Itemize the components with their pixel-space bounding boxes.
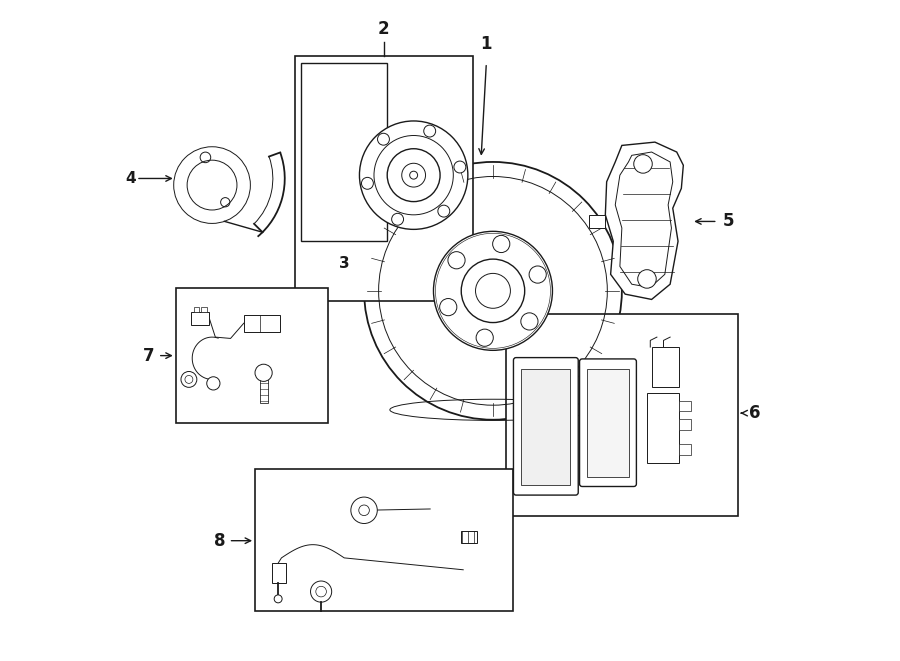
Circle shape bbox=[492, 235, 509, 253]
Circle shape bbox=[328, 205, 342, 219]
Circle shape bbox=[448, 252, 465, 269]
Circle shape bbox=[387, 149, 440, 202]
Text: 7: 7 bbox=[143, 346, 155, 365]
FancyBboxPatch shape bbox=[514, 358, 578, 495]
Circle shape bbox=[392, 214, 403, 225]
Bar bbox=[294, 56, 473, 301]
Bar bbox=[461, 531, 477, 543]
Circle shape bbox=[359, 121, 468, 229]
Bar bbox=[647, 393, 679, 463]
Circle shape bbox=[440, 299, 457, 316]
Bar bbox=[191, 312, 210, 325]
Text: 3: 3 bbox=[339, 256, 349, 271]
Bar bbox=[202, 307, 207, 312]
Bar bbox=[302, 63, 387, 241]
Bar bbox=[652, 347, 679, 387]
Circle shape bbox=[374, 136, 454, 215]
Bar bbox=[679, 419, 690, 430]
Circle shape bbox=[368, 146, 382, 161]
Circle shape bbox=[310, 581, 332, 602]
Circle shape bbox=[438, 205, 450, 217]
Circle shape bbox=[401, 163, 426, 187]
Text: 2: 2 bbox=[378, 20, 390, 38]
Circle shape bbox=[424, 125, 436, 137]
Circle shape bbox=[364, 162, 622, 420]
Circle shape bbox=[181, 371, 197, 387]
Polygon shape bbox=[589, 215, 606, 228]
Circle shape bbox=[328, 147, 342, 162]
Circle shape bbox=[529, 266, 546, 283]
Text: 4: 4 bbox=[125, 171, 136, 186]
Text: 8: 8 bbox=[214, 531, 225, 550]
Bar bbox=[679, 401, 690, 411]
Circle shape bbox=[634, 155, 652, 173]
Circle shape bbox=[521, 313, 538, 330]
Bar bbox=[506, 314, 737, 516]
Circle shape bbox=[274, 595, 282, 603]
Bar bbox=[194, 307, 199, 312]
Circle shape bbox=[434, 231, 553, 350]
Text: 5: 5 bbox=[723, 212, 734, 231]
Circle shape bbox=[362, 177, 374, 189]
Bar bbox=[244, 315, 280, 332]
Bar bbox=[255, 469, 513, 611]
Circle shape bbox=[328, 90, 342, 104]
Circle shape bbox=[461, 259, 525, 323]
Circle shape bbox=[255, 364, 272, 381]
Circle shape bbox=[207, 377, 220, 390]
Text: 1: 1 bbox=[481, 35, 492, 53]
Bar bbox=[176, 288, 328, 423]
Bar bbox=[272, 563, 286, 583]
Bar bbox=[587, 369, 629, 477]
Bar bbox=[521, 369, 571, 485]
Bar bbox=[259, 378, 267, 403]
Text: 6: 6 bbox=[750, 404, 760, 422]
Bar bbox=[679, 444, 690, 455]
Circle shape bbox=[454, 161, 466, 173]
FancyBboxPatch shape bbox=[580, 359, 636, 486]
Circle shape bbox=[638, 270, 656, 288]
Circle shape bbox=[476, 329, 493, 346]
Circle shape bbox=[377, 134, 390, 145]
Circle shape bbox=[368, 89, 382, 103]
Circle shape bbox=[351, 497, 377, 524]
Polygon shape bbox=[606, 142, 683, 299]
Circle shape bbox=[368, 204, 382, 218]
